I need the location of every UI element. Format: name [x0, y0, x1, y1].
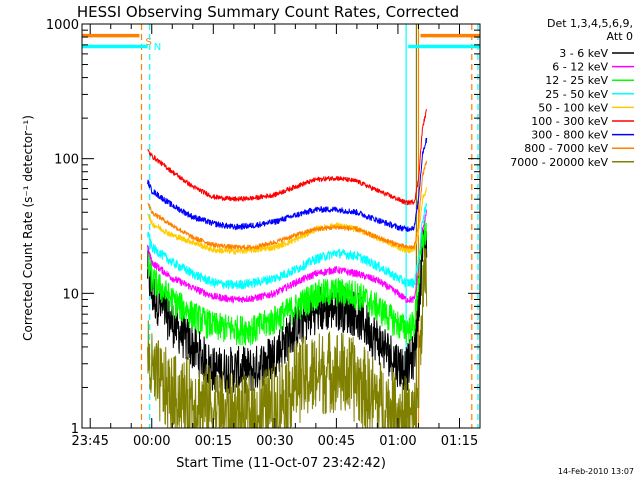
series-line — [147, 221, 428, 346]
series-line — [147, 160, 428, 250]
legend-label: 6 - 12 keV — [552, 61, 608, 74]
y-tick-label: 1000 — [46, 18, 79, 33]
series-lines — [147, 108, 428, 429]
legend-label: 800 - 7000 keV — [524, 142, 608, 155]
legend-label: 12 - 25 keV — [545, 74, 608, 87]
marker-label: S — [145, 37, 151, 48]
y-tick-label: 10 — [62, 287, 79, 302]
legend-label: 300 - 800 keV — [531, 129, 608, 142]
axes: 1 10 100 1000 23:45 00:00 00:15 00:30 00:45 01:00… — [46, 18, 481, 449]
series-line — [147, 209, 428, 304]
footer-date: 14-Feb-2010 13:07 — [558, 467, 634, 476]
series-line — [147, 228, 428, 394]
x-tick-label: 00:15 — [195, 434, 232, 449]
y-tick-label: 100 — [54, 153, 79, 168]
series-line — [147, 137, 428, 233]
x-tick-label: 01:00 — [379, 434, 416, 449]
legend-label: 3 - 6 keV — [559, 47, 608, 60]
series-line — [147, 187, 428, 255]
chart-title: HESSI Observing Summary Count Rates, Cor… — [77, 3, 459, 21]
legend-label: 25 - 50 keV — [545, 88, 608, 101]
legend-header-line-1: Det 1,3,4,5,6,9, — [547, 17, 633, 30]
legend-label: 50 - 100 keV — [538, 101, 608, 114]
x-tick-label: 01:15 — [441, 434, 478, 449]
legend-label: 7000 - 20000 keV — [510, 156, 608, 169]
plot-frame — [81, 23, 481, 429]
legend-header-line-2: Att 0 — [607, 30, 633, 43]
x-tick-label: 00:45 — [318, 434, 355, 449]
y-tick-label: 1 — [71, 422, 79, 437]
series-line — [147, 108, 427, 206]
series-line — [147, 203, 428, 290]
marker-label: N — [154, 42, 161, 53]
x-tick-label: 00:30 — [256, 434, 293, 449]
legend-label: 100 - 300 keV — [531, 115, 608, 128]
x-axis-label: Start Time (11-Oct-07 23:42:42) — [176, 456, 386, 471]
x-tick-label: 00:00 — [133, 434, 170, 449]
y-axis-label: Corrected Count Rate (s⁻¹ detector⁻¹) — [21, 115, 35, 341]
x-tick-label: 23:45 — [71, 434, 108, 449]
